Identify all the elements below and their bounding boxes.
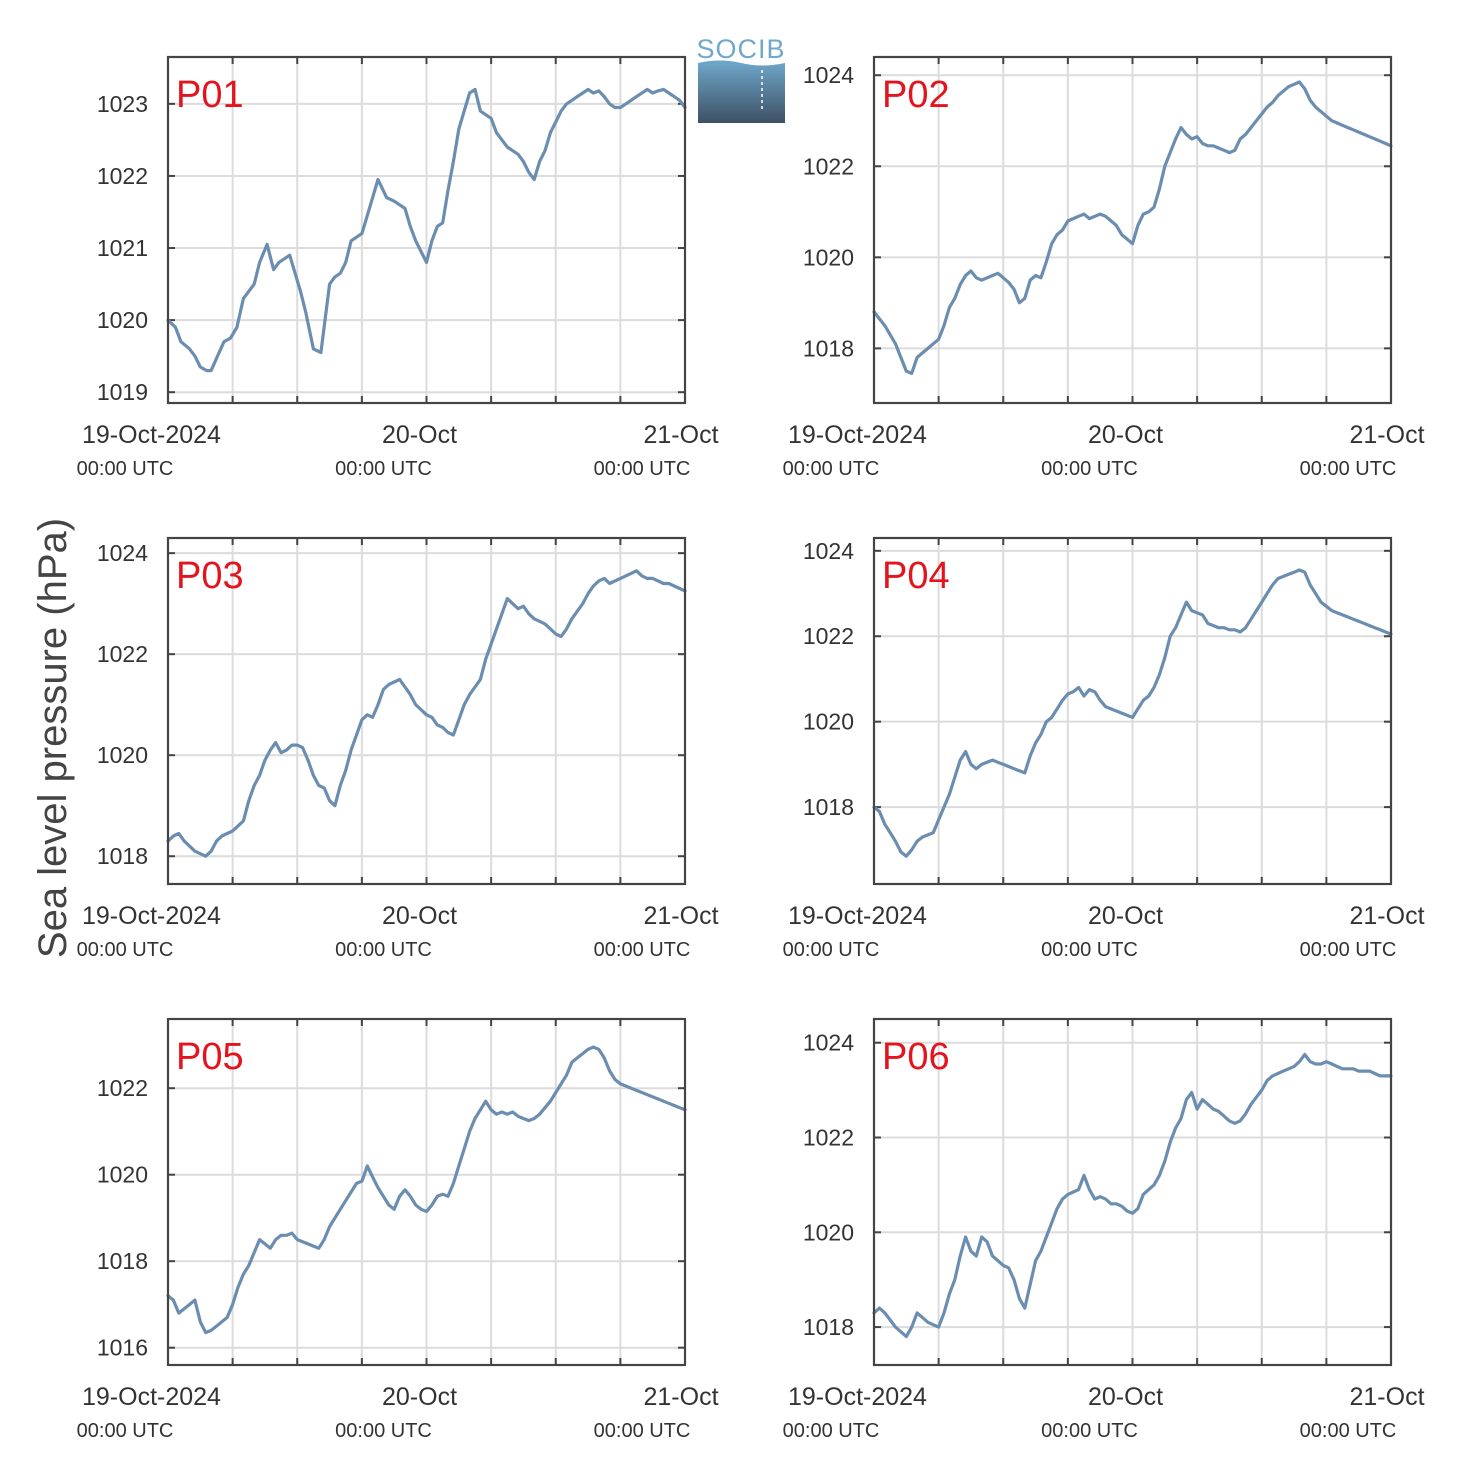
plot-frame [872,536,1393,886]
x-tick-date-label: 20-Oct [382,421,457,449]
panel-p01: 1019 1020 1021 1022 1023 19-Oct-2024 00:00 UTC… [77,55,719,480]
x-tick-utc-label: 00:00 UTC [1300,1420,1397,1442]
panel-p03: 1018 1020 1022 1024 19-Oct-2024 00:00 UTC 20-O… [77,536,719,961]
plot-frame [166,536,687,886]
pressure-series-line [872,1052,1393,1339]
x-tick-utc-label: 00:00 UTC [335,458,432,480]
y-tick-label: 1018 [803,794,854,820]
x-tick-date-label: 20-Oct [1088,421,1163,449]
y-tick-label: 1022 [803,623,854,649]
x-tick-date-label: 20-Oct [382,1383,457,1411]
panel-p06: 1018 1020 1022 1024 19-Oct-2024 00:00 UTC 20-O… [783,1017,1425,1442]
x-tick-date-label: 21-Oct [1349,421,1424,449]
x-tick-date-label: 19-Oct-2024 [82,902,221,930]
plot-frame [166,1017,687,1367]
y-tick-label: 1018 [97,843,148,869]
y-tick-label: 1018 [97,1248,148,1274]
pressure-series-line [166,569,687,858]
y-tick-label: 1024 [803,1030,854,1056]
y-tick-label: 1022 [803,1124,854,1150]
panel-p05: 1016 1018 1020 1022 19-Oct-2024 00:00 UTC 20-O… [77,1017,719,1442]
y-tick-label: 1018 [803,1314,854,1340]
x-tick-date-label: 19-Oct-2024 [82,421,221,449]
x-tick-date-label: 20-Oct [1088,902,1163,930]
plot-frame [166,55,687,405]
panel-p02: 1018 1020 1022 1024 19-Oct-2024 00:00 UTC 20-O… [783,55,1425,480]
x-tick-date-label: 19-Oct-2024 [788,421,927,449]
y-tick-label: 1022 [803,153,854,179]
x-tick-utc-label: 00:00 UTC [335,1420,432,1442]
logo-text: SOCIB [696,34,785,64]
x-tick-date-label: 19-Oct-2024 [788,1383,927,1411]
y-tick-label: 1016 [97,1335,148,1361]
x-tick-date-label: 20-Oct [1088,1383,1163,1411]
y-axis-label: Sea level pressure (hPa) [31,518,75,958]
y-tick-label: 1022 [97,1075,148,1101]
x-tick-utc-label: 00:00 UTC [783,939,880,961]
panel-label: P03 [176,555,244,597]
x-tick-date-label: 19-Oct-2024 [788,902,927,930]
x-tick-utc-label: 00:00 UTC [594,458,691,480]
panel-label: P02 [882,74,950,116]
x-tick-date-label: 21-Oct [1349,902,1424,930]
panel-label: P05 [176,1036,244,1078]
y-tick-label: 1024 [97,540,148,566]
x-tick-utc-label: 00:00 UTC [77,458,174,480]
x-tick-date-label: 21-Oct [643,1383,718,1411]
y-tick-label: 1020 [803,244,854,270]
x-tick-utc-label: 00:00 UTC [594,1420,691,1442]
y-tick-label: 1020 [97,307,148,333]
panel-label: P04 [882,555,950,597]
x-tick-date-label: 20-Oct [382,902,457,930]
x-tick-utc-label: 00:00 UTC [335,939,432,961]
x-tick-date-label: 21-Oct [643,902,718,930]
plot-frame [872,1017,1393,1367]
x-tick-utc-label: 00:00 UTC [1041,1420,1138,1442]
x-tick-utc-label: 00:00 UTC [1300,939,1397,961]
pressure-series-line [166,87,687,373]
x-tick-utc-label: 00:00 UTC [1041,939,1138,961]
x-tick-utc-label: 00:00 UTC [783,1420,880,1442]
x-tick-date-label: 19-Oct-2024 [82,1383,221,1411]
y-tick-label: 1020 [803,709,854,735]
pressure-series-line [166,1045,687,1335]
x-tick-utc-label: 00:00 UTC [1300,458,1397,480]
y-tick-label: 1019 [97,379,148,405]
y-tick-label: 1024 [803,62,854,88]
x-tick-utc-label: 00:00 UTC [783,458,880,480]
y-tick-label: 1024 [803,538,854,564]
y-tick-label: 1020 [803,1219,854,1245]
y-tick-label: 1021 [97,235,148,261]
y-tick-label: 1022 [97,641,148,667]
pressure-series-line [872,568,1393,858]
plot-frame [872,55,1393,405]
y-tick-label: 1022 [97,163,148,189]
pressure-series-line [872,80,1393,375]
x-tick-utc-label: 00:00 UTC [77,1420,174,1442]
y-tick-label: 1020 [97,1162,148,1188]
x-tick-date-label: 21-Oct [1349,1383,1424,1411]
panel-label: P01 [176,74,244,116]
panel-p04: 1018 1020 1022 1024 19-Oct-2024 00:00 UTC 20-O… [783,536,1425,961]
y-tick-label: 1018 [803,335,854,361]
socib-logo: SOCIB [696,34,785,123]
x-tick-utc-label: 00:00 UTC [77,939,174,961]
chart-panels: 1019 1020 1021 1022 1023 19-Oct-2024 00:00 UTC… [77,55,1425,1442]
x-tick-date-label: 21-Oct [643,421,718,449]
x-tick-utc-label: 00:00 UTC [1041,458,1138,480]
x-tick-utc-label: 00:00 UTC [594,939,691,961]
panel-label: P06 [882,1036,950,1078]
y-tick-label: 1020 [97,742,148,768]
y-tick-label: 1023 [97,91,148,117]
logo-wave-icon [698,60,785,123]
